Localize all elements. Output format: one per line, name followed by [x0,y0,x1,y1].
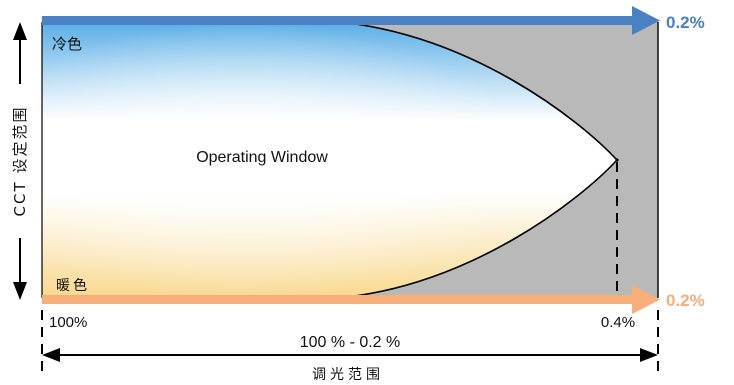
dimming-range-label: 调光范围 [312,366,384,383]
warm-arrow-value: 0.2% [666,291,705,310]
cool-arrow-value: 0.2% [666,13,705,32]
dimming-range-arrowhead-right [640,348,658,362]
dimming-span-label: 100 % - 0.2 % [300,334,401,351]
dimming-range-arrowhead-left [42,348,60,362]
operating-window-label: Operating Window [196,149,328,166]
operating-window-tip [615,158,619,162]
cct-range-arrow [13,22,27,300]
right-percent-label: 0.4% [601,314,635,331]
warm-color-label: 暖色 [56,277,90,294]
cool-color-label: 冷色 [52,35,82,53]
left-percent-label: 100% [49,314,87,331]
cool-arrow [42,6,660,35]
warm-arrow [42,285,660,314]
cct-range-label: CCT 设定范围 [11,106,29,217]
operating-window-glow [42,22,617,298]
